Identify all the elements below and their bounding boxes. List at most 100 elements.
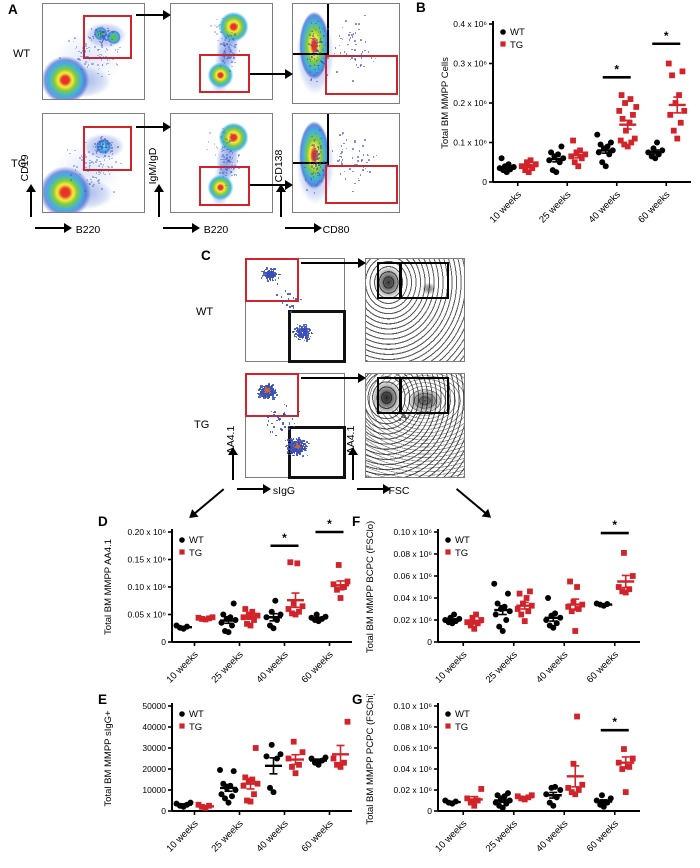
svg-text:TG: TG: [455, 548, 468, 559]
flow-plot-c-wt-aa41-fsc: [365, 258, 465, 362]
svg-text:0.10 x 10⁶: 0.10 x 10⁶: [394, 527, 432, 537]
svg-text:TG: TG: [455, 722, 468, 733]
svg-text:25 weeks: 25 weeks: [209, 818, 245, 854]
gate-black-sigg: [288, 425, 346, 480]
chart-total-bm-mmpp-pcpc: 0 0.02 x 10⁶ 0.04 x 10⁶ 0.06 x 10⁶ 0.08 x 10…: [362, 692, 652, 863]
svg-text:0.4 x 10⁶: 0.4 x 10⁶: [453, 19, 487, 29]
gate-red-aa41: [245, 372, 299, 418]
svg-text:0.04 x 10⁶: 0.04 x 10⁶: [394, 593, 432, 603]
panel-label-e: E: [98, 692, 108, 707]
chart-svg-G: 0 0.02 x 10⁶ 0.04 x 10⁶ 0.06 x 10⁶ 0.08 x 10…: [365, 692, 640, 855]
svg-text:0: 0: [161, 637, 166, 647]
svg-text:TG: TG: [189, 548, 202, 559]
flow-plot-a-tg-cd138-cd80: [292, 113, 400, 213]
gate-black-fsc: [376, 377, 450, 415]
gate-arrow: [250, 68, 293, 81]
axis-label-igmigd: IgM/IgD: [147, 147, 159, 185]
y-axis-arrow: [227, 447, 240, 480]
gate-black-fsc: [376, 262, 450, 299]
svg-text:0: 0: [161, 806, 166, 816]
svg-text:0: 0: [427, 637, 432, 647]
panel-a-row-label-tg: TG: [11, 158, 27, 170]
svg-text:0.08 x 10⁶: 0.08 x 10⁶: [394, 549, 432, 559]
svg-text:WT: WT: [510, 27, 525, 38]
axis-label-aa41-left: AA4.1: [225, 425, 237, 455]
svg-text:60 weeks: 60 weeks: [636, 189, 672, 225]
axis-label-cd19: CD19: [19, 154, 31, 182]
svg-text:0.20 x 10⁶: 0.20 x 10⁶: [128, 527, 166, 537]
fsc-divider-line: [399, 264, 402, 297]
svg-text:50000: 50000: [142, 701, 166, 711]
svg-text:*: *: [327, 518, 332, 531]
svg-text:Total BM MMPP BCPC (FSClo): Total BM MMPP BCPC (FSClo): [365, 521, 376, 653]
panel-c-row-label-wt: WT: [196, 306, 214, 318]
x-axis-arrow: [237, 483, 271, 496]
fsc-divider-line: [399, 379, 402, 413]
flow-plot-a-wt-igmigd-b220: [170, 3, 273, 100]
panel-label-g: G: [352, 692, 363, 707]
svg-text:0.06 x 10⁶: 0.06 x 10⁶: [394, 571, 432, 581]
x-axis-arrow: [357, 483, 391, 496]
svg-text:0: 0: [427, 806, 432, 816]
chart-svg-F: 0 0.02 x 10⁶ 0.04 x 10⁶ 0.06 x 10⁶ 0.08 x 10…: [365, 518, 640, 686]
gate-arrow: [250, 179, 293, 192]
svg-text:WT: WT: [455, 535, 470, 546]
chart-svg-E: 0 10000 20000 30000 40000 50000 10 weeks 25 wee…: [103, 701, 352, 855]
axis-label-b220-2: B220: [203, 224, 229, 236]
svg-text:0.15 x 10⁶: 0.15 x 10⁶: [128, 555, 166, 565]
svg-text:10 weeks: 10 weeks: [433, 649, 469, 685]
x-axis-arrow: [285, 222, 322, 235]
y-axis-arrow: [347, 447, 360, 480]
y-axis-arrow: [153, 184, 166, 217]
svg-text:40 weeks: 40 weeks: [254, 818, 290, 854]
gate-arrow: [136, 121, 171, 134]
gate-arrow: [136, 9, 171, 22]
svg-text:40000: 40000: [142, 722, 166, 732]
svg-text:60 weeks: 60 weeks: [299, 649, 335, 685]
flow-plot-c-wt-aa41-sigg: [245, 257, 346, 364]
flow-plot-c-tg-aa41-fsc: [365, 373, 465, 478]
svg-text:0.02 x 10⁶: 0.02 x 10⁶: [394, 785, 432, 795]
svg-text:0: 0: [482, 177, 487, 187]
gate-red: [324, 164, 398, 205]
svg-text:60 weeks: 60 weeks: [585, 649, 621, 685]
chart-total-bm-mmpp-cells: 0 0.1 x 10⁶ 0.2 x 10⁶ 0.3 x 10⁶ 0.4 x 10⁶ 10 …: [437, 8, 699, 244]
svg-text:0.1 x 10⁶: 0.1 x 10⁶: [453, 138, 487, 148]
panel-label-d: D: [98, 514, 108, 529]
svg-text:10 weeks: 10 weeks: [433, 818, 469, 854]
panel-label-b: B: [416, 0, 426, 15]
flow-plot-a-wt-cd19-b220: [42, 3, 145, 100]
chart-total-bm-mmpp-aa41: 0 0.05 x 10⁶ 0.10 x 10⁶ 0.15 x 10⁶ 0.20 x 10…: [100, 517, 362, 694]
svg-text:Total BM MMPP Cells: Total BM MMPP Cells: [440, 57, 451, 149]
axis-label-aa41-right: AA4.1: [345, 425, 357, 455]
svg-text:*: *: [612, 715, 617, 729]
flow-plot-a-tg-igmigd-b220: [170, 113, 273, 213]
svg-text:40 weeks: 40 weeks: [254, 649, 290, 685]
svg-text:0.05 x 10⁶: 0.05 x 10⁶: [128, 610, 166, 620]
panel-label-f: F: [352, 514, 361, 529]
svg-text:Total BM MMPP AA4.1: Total BM MMPP AA4.1: [103, 539, 114, 635]
svg-text:10 weeks: 10 weeks: [488, 189, 524, 225]
chart-total-bm-mmpp-bcpc: 0 0.02 x 10⁶ 0.04 x 10⁶ 0.06 x 10⁶ 0.08 x 10…: [362, 518, 652, 694]
svg-text:0.08 x 10⁶: 0.08 x 10⁶: [394, 722, 432, 732]
svg-text:TG: TG: [189, 722, 202, 733]
svg-text:10 weeks: 10 weeks: [164, 649, 200, 685]
flow-plot-a-tg-cd19-b220: [42, 113, 145, 213]
axis-label-fsc: FSC: [388, 485, 410, 497]
svg-text:40 weeks: 40 weeks: [534, 649, 570, 685]
svg-text:*: *: [614, 62, 619, 76]
quadrant-vline: [326, 4, 330, 58]
svg-text:WT: WT: [455, 709, 470, 720]
svg-text:*: *: [664, 29, 669, 43]
svg-text:*: *: [282, 531, 287, 545]
quadrant-vline: [326, 114, 330, 167]
svg-text:30000: 30000: [142, 743, 166, 753]
axis-label-cd80: CD80: [322, 224, 350, 236]
panel-c-row-label-tg: TG: [194, 419, 210, 431]
branch-arrow-to-d: [193, 488, 225, 515]
svg-text:0.10 x 10⁶: 0.10 x 10⁶: [128, 582, 166, 592]
svg-text:0.06 x 10⁶: 0.06 x 10⁶: [394, 743, 432, 753]
svg-text:0.02 x 10⁶: 0.02 x 10⁶: [394, 615, 432, 625]
svg-text:0.3 x 10⁶: 0.3 x 10⁶: [453, 59, 487, 69]
chart-svg-D: 0 0.05 x 10⁶ 0.10 x 10⁶ 0.15 x 10⁶ 0.20 x 10…: [103, 517, 352, 686]
